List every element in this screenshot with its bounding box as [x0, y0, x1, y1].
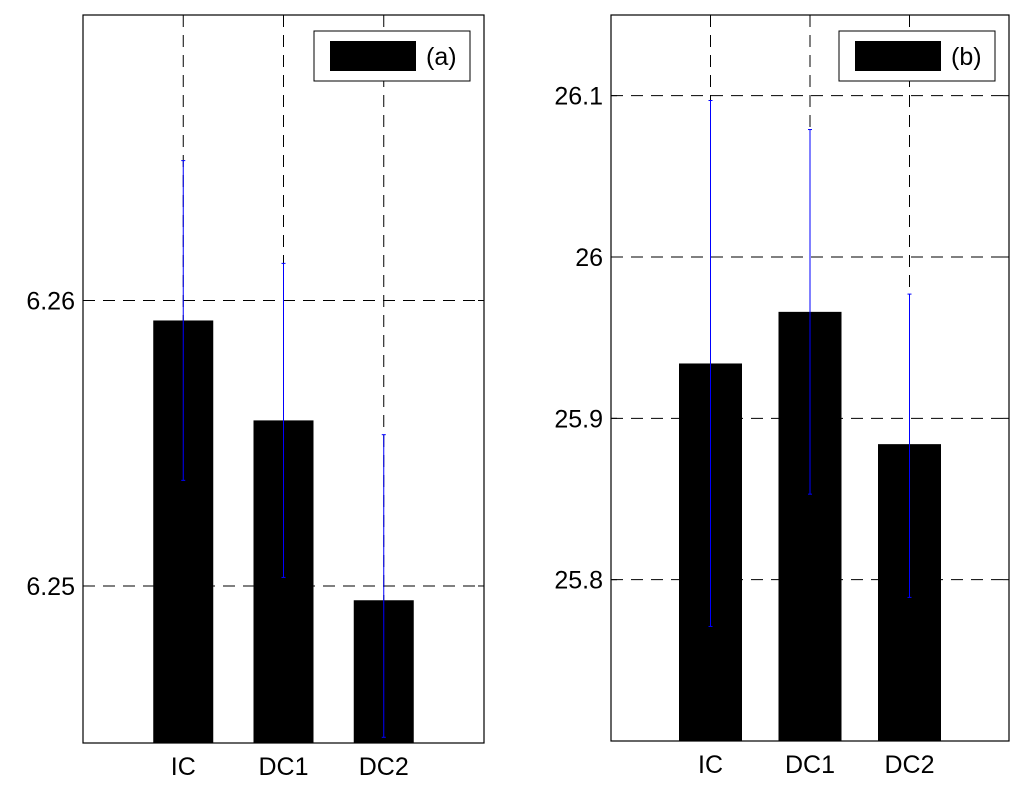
y-tick-label: 26.1 — [554, 83, 603, 111]
legend-label: (a) — [426, 43, 457, 71]
legend-swatch — [330, 41, 416, 71]
axis-frame — [82, 14, 485, 744]
axis-frame — [610, 14, 1010, 742]
x-tick-label: IC — [171, 753, 196, 781]
panel-b: IC DC1 DC2 25.8 25.9 26 26.1 (b) — [554, 14, 1010, 779]
x-tick-label: IC — [698, 751, 723, 779]
y-tick-label: 25.9 — [554, 405, 603, 433]
x-tick-label: DC2 — [359, 753, 409, 781]
y-tick-label: 25.8 — [554, 567, 603, 595]
x-tick-label: DC2 — [884, 751, 934, 779]
legend-label: (b) — [951, 43, 982, 71]
x-tick-label: DC1 — [785, 751, 835, 779]
y-tick-label: 6.26 — [26, 287, 75, 315]
x-tick-label: DC1 — [258, 753, 308, 781]
panel-a: IC DC1 DC2 6.25 6.26 (a) — [26, 14, 485, 781]
legend-swatch — [855, 41, 941, 71]
y-tick-label: 6.25 — [26, 573, 75, 601]
y-tick-label: 26 — [575, 244, 603, 272]
